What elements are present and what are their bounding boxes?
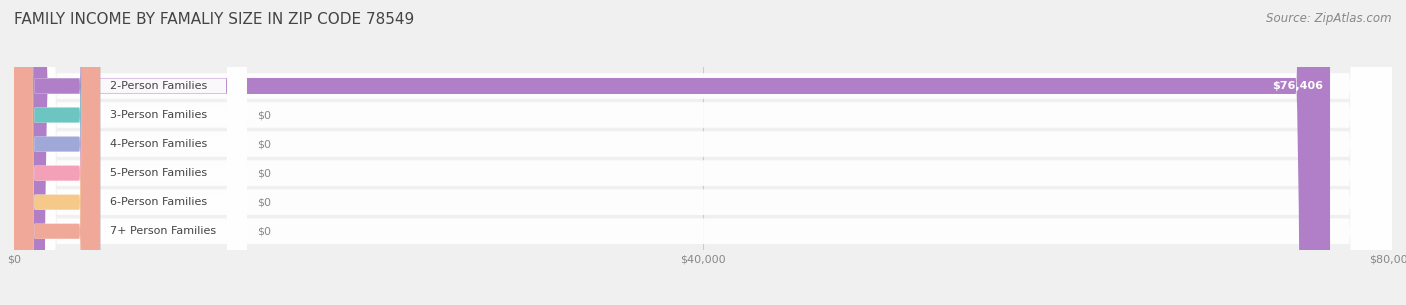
Text: 3-Person Families: 3-Person Families [111,110,208,120]
FancyBboxPatch shape [14,0,246,305]
FancyBboxPatch shape [14,0,100,305]
Text: $0: $0 [257,139,271,149]
FancyBboxPatch shape [14,0,246,305]
Text: 4-Person Families: 4-Person Families [111,139,208,149]
Text: 2-Person Families: 2-Person Families [111,81,208,91]
FancyBboxPatch shape [14,0,1392,305]
FancyBboxPatch shape [14,0,1392,305]
FancyBboxPatch shape [14,0,1392,305]
FancyBboxPatch shape [14,0,246,305]
FancyBboxPatch shape [14,0,246,305]
Text: 6-Person Families: 6-Person Families [111,197,208,207]
Text: Source: ZipAtlas.com: Source: ZipAtlas.com [1267,12,1392,25]
FancyBboxPatch shape [14,0,100,305]
Text: $76,406: $76,406 [1272,81,1323,91]
FancyBboxPatch shape [14,0,100,305]
Text: $0: $0 [257,197,271,207]
Text: 7+ Person Families: 7+ Person Families [111,226,217,236]
FancyBboxPatch shape [14,0,246,305]
FancyBboxPatch shape [14,0,100,305]
Text: $0: $0 [257,110,271,120]
Text: $0: $0 [257,168,271,178]
Text: FAMILY INCOME BY FAMALIY SIZE IN ZIP CODE 78549: FAMILY INCOME BY FAMALIY SIZE IN ZIP COD… [14,12,415,27]
FancyBboxPatch shape [14,0,1392,305]
FancyBboxPatch shape [14,0,1392,305]
FancyBboxPatch shape [14,0,100,305]
FancyBboxPatch shape [14,0,100,305]
Text: 5-Person Families: 5-Person Families [111,168,208,178]
FancyBboxPatch shape [14,0,246,305]
Text: $0: $0 [257,226,271,236]
FancyBboxPatch shape [14,0,1330,305]
FancyBboxPatch shape [14,0,1392,305]
